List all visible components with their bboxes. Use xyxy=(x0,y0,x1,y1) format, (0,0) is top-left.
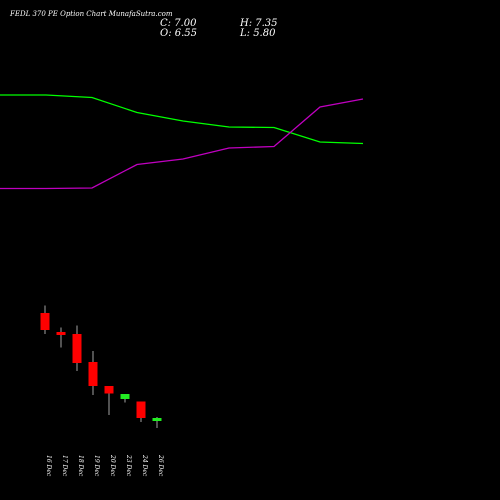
chart-title: FEDL 370 PE Option Chart MunafaSutra.com xyxy=(10,10,173,18)
candle xyxy=(88,351,98,395)
candle xyxy=(152,417,162,428)
x-tick-label: 17 Dec xyxy=(61,455,68,477)
overlay-line-0 xyxy=(0,94,364,145)
candle-body xyxy=(56,332,66,335)
candle-body xyxy=(40,313,50,330)
x-tick-label: 20 Dec xyxy=(109,454,116,477)
x-tick-label: 18 Dec xyxy=(77,455,84,477)
overlay-line-1 xyxy=(0,98,364,190)
candle-body xyxy=(136,401,146,418)
candle-body xyxy=(152,418,162,421)
x-tick-label: 16 Dec xyxy=(45,455,52,477)
candle xyxy=(104,386,114,415)
high-readout: H: 7.35 xyxy=(240,18,278,29)
low-readout: L: 5.80 xyxy=(240,28,276,39)
candle xyxy=(136,401,146,422)
x-tick-label: 23 Dec xyxy=(125,454,132,477)
candle-body xyxy=(120,394,130,399)
x-tick-label: 19 Dec xyxy=(93,455,100,477)
candle xyxy=(72,325,82,371)
candles xyxy=(40,305,162,428)
x-tick-label: 24 Dec xyxy=(141,454,148,477)
x-tick-label: 26 Dec xyxy=(157,454,164,477)
overlay-lines xyxy=(0,94,364,190)
candle-body xyxy=(104,386,114,394)
candle xyxy=(40,305,50,334)
candle xyxy=(56,327,66,348)
candle-body xyxy=(88,362,98,386)
candle-body xyxy=(72,334,82,363)
x-axis-labels: 16 Dec 17 Dec 18 Dec 19 Dec 20 Dec 23 Dec 24 D… xyxy=(45,454,164,477)
close-readout: C: 7.00 xyxy=(160,18,197,29)
open-readout: O: 6.55 xyxy=(160,28,198,39)
candle xyxy=(120,394,130,403)
